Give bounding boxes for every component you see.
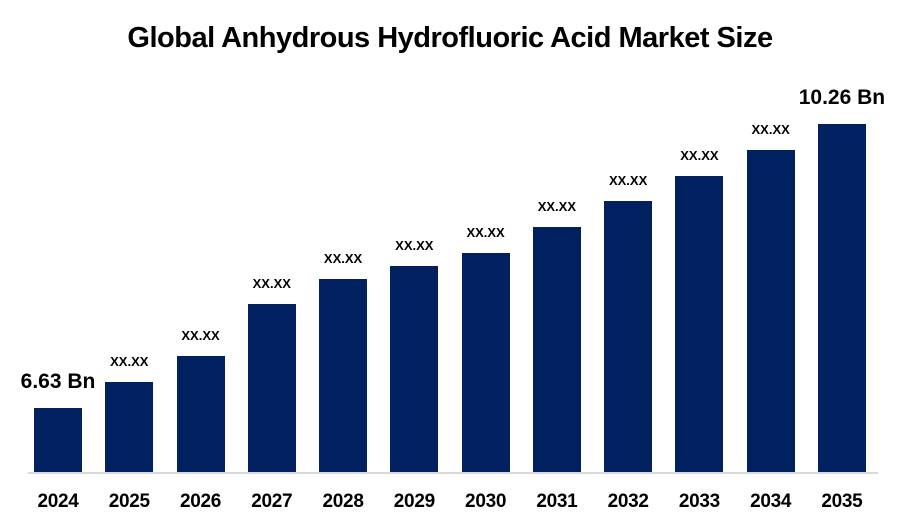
bar-2028 — [319, 279, 368, 472]
x-tick-2025: 2025 — [108, 491, 150, 512]
bar-2026 — [176, 356, 225, 472]
bar-group-2026: XX.XX — [176, 327, 225, 472]
bar-group-2030: XX.XX — [461, 224, 510, 472]
bar-value-label: 6.63 Bn — [20, 369, 96, 393]
x-tick-2030: 2030 — [465, 491, 507, 512]
bar-group-2032: XX.XX — [604, 172, 653, 472]
bar-value-label: XX.XX — [252, 275, 291, 291]
bar-value-label: XX.XX — [323, 250, 363, 266]
x-tick-2034: 2034 — [750, 491, 792, 512]
x-tick-2032: 2032 — [607, 491, 649, 512]
bar-value-label: XX.XX — [608, 172, 648, 188]
bar-2029 — [390, 266, 439, 472]
bar-2025 — [105, 382, 154, 472]
bar-group-2035: 10.26 Bn — [799, 86, 885, 472]
bar-value-label: 10.26 Bn — [798, 85, 886, 109]
x-tick-2027: 2027 — [251, 491, 293, 512]
plot-area: 6.63 Bn XX.XX XX.XX XX.XX XX.XX XX.XX XX… — [21, 86, 885, 472]
bar-2024 — [34, 408, 82, 472]
bar-value-label: XX.XX — [537, 198, 576, 214]
x-axis-labels: 2024 2025 2026 2027 2028 2029 2030 2031 … — [34, 491, 866, 513]
x-tick-2031: 2031 — [536, 491, 578, 512]
bar-value-label: XX.XX — [466, 224, 505, 240]
bar-group-2024: 6.63 Bn — [21, 370, 95, 472]
bar-group-2029: XX.XX — [390, 237, 439, 472]
bar-group-2025: XX.XX — [105, 353, 154, 472]
bar-value-label: XX.XX — [395, 237, 434, 253]
bar-value-label: XX.XX — [110, 353, 149, 369]
bar-value-label: XX.XX — [751, 121, 790, 137]
x-tick-2033: 2033 — [678, 491, 720, 512]
bar-group-2028: XX.XX — [319, 250, 368, 472]
bar-group-2033: XX.XX — [675, 147, 724, 472]
bar-value-label: XX.XX — [181, 327, 220, 343]
bar-2032 — [604, 201, 653, 472]
x-tick-2028: 2028 — [322, 491, 364, 512]
x-axis-line — [28, 472, 878, 474]
x-tick-2024: 2024 — [37, 491, 79, 512]
x-tick-2029: 2029 — [393, 491, 435, 512]
bar-group-2031: XX.XX — [532, 198, 581, 472]
bar-2033 — [675, 176, 724, 472]
bar-2035 — [817, 124, 866, 472]
bar-group-2027: XX.XX — [247, 275, 296, 472]
x-tick-2035: 2035 — [821, 491, 863, 512]
bar-2030 — [461, 253, 510, 472]
bar-2034 — [746, 150, 795, 472]
bar-group-2034: XX.XX — [746, 121, 795, 472]
bar-2027 — [247, 304, 296, 472]
bar-value-label: XX.XX — [680, 147, 719, 163]
bar-2031 — [532, 227, 581, 472]
chart-title: Global Anhydrous Hydrofluoric Acid Marke… — [127, 22, 773, 54]
x-tick-2026: 2026 — [179, 491, 222, 512]
